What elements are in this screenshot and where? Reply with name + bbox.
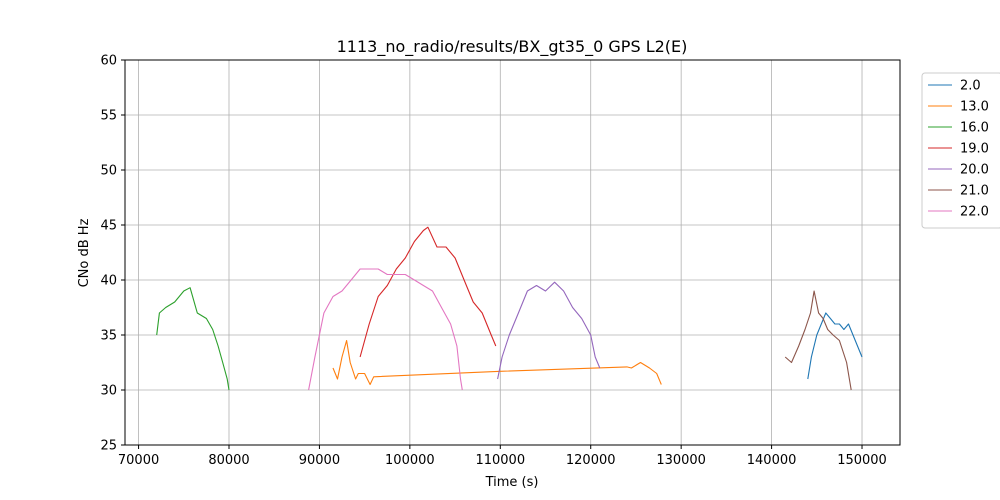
y-tick-label: 45: [100, 219, 117, 234]
y-tick-label: 60: [100, 54, 117, 69]
y-tick-label: 30: [100, 384, 117, 399]
x-tick-label: 110000: [475, 453, 525, 468]
y-tick-label: 40: [100, 274, 117, 289]
legend-box: [921, 72, 1000, 229]
y-tick-label: 35: [100, 329, 117, 344]
x-tick-label: 100000: [385, 453, 435, 468]
x-axis: 70000 80000 90000 100000 110000 120000 130000 1…: [118, 445, 887, 468]
series-line-22-0: [308, 268, 463, 391]
y-tick-label: 50: [100, 164, 117, 179]
x-tick-label: 120000: [566, 453, 616, 468]
x-tick-label: 90000: [299, 453, 340, 468]
x-tick-label: 130000: [656, 453, 706, 468]
legend-entry: 13.0: [960, 100, 989, 115]
x-tick-label: 150000: [837, 453, 887, 468]
x-tick-label: 70000: [118, 453, 159, 468]
y-axis: 25 30 35 40 45 50 55 60: [100, 54, 125, 454]
x-tick-label: 80000: [208, 453, 249, 468]
legend-entry: 16.0: [960, 121, 989, 136]
legend-entry: 2.0: [960, 79, 981, 94]
y-axis-title: CNo dB Hz: [77, 218, 92, 287]
legend-entry: 21.0: [960, 184, 989, 199]
series-layer: [156, 226, 863, 391]
chart-title: 1113_no_radio/results/BX_gt35_0 GPS L2(E…: [337, 37, 688, 57]
legend-entry: 19.0: [960, 142, 989, 157]
legend-entry: 20.0: [960, 163, 989, 178]
legend: 2.0 13.0 16.0 19.0 20.0 21.0 22.0: [921, 72, 1000, 229]
plot-frame: [124, 59, 901, 446]
y-tick-label: 25: [100, 439, 117, 454]
x-axis-title: Time (s): [485, 475, 539, 490]
series-line-20-0: [497, 281, 601, 380]
series-line-2-0: [807, 312, 863, 380]
series-line-19-0: [359, 226, 497, 358]
series-line-16-0: [156, 287, 230, 391]
y-tick-label: 55: [100, 109, 117, 124]
x-tick-label: 140000: [747, 453, 797, 468]
series-line-13-0: [332, 339, 662, 386]
legend-entry: 22.0: [960, 205, 989, 220]
series-line-21-0: [784, 290, 852, 391]
